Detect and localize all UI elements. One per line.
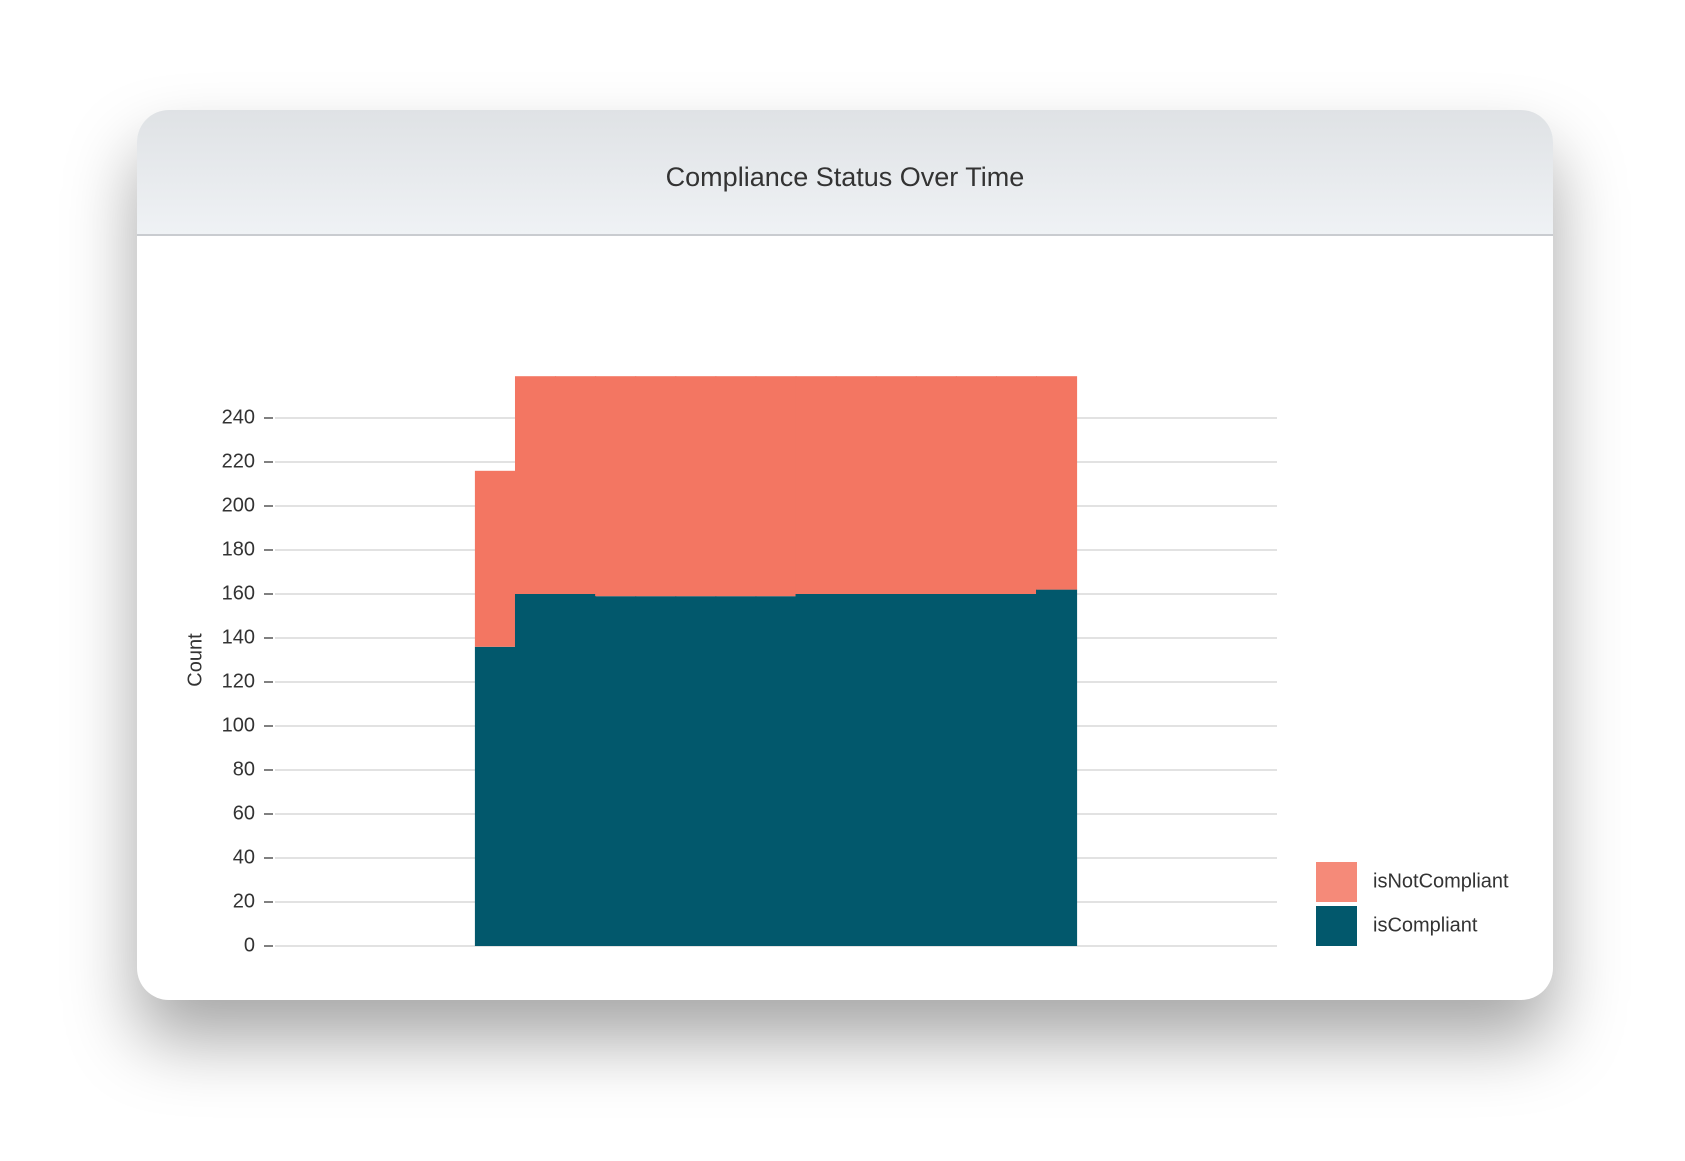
area-step [1036,589,1078,946]
y-tick-label: 120 [222,670,255,692]
y-tick-label: 60 [233,802,255,824]
y-tick-label: 160 [222,582,255,604]
y-tick-label: 80 [233,758,255,780]
chart-title: Compliance Status Over Time [665,162,1025,192]
y-axis-label: Count [184,633,206,687]
y-tick-label: 100 [222,714,255,736]
area-step [474,646,516,946]
area-step [635,376,677,597]
area-step [835,594,877,946]
area-step [595,596,637,946]
area-step [715,376,757,597]
area-step [675,376,717,597]
area-step [995,594,1038,946]
area-step [755,376,797,597]
area-step [795,376,837,594]
y-tick-label: 200 [222,494,255,516]
area-step [875,376,917,594]
legend-label: isCompliant [1373,914,1478,936]
area-step [474,470,516,647]
y-tick-label: 240 [222,406,255,428]
area-step [514,594,557,946]
area-step [955,594,997,946]
area-step [595,376,637,597]
area-step [675,596,717,946]
area-step [555,376,597,594]
y-tick-label: 40 [233,846,255,868]
area-step [875,594,917,946]
area-step [995,376,1038,594]
area-step [1036,376,1078,590]
area-step [915,594,957,946]
area-step [555,594,597,946]
area-step [915,376,957,594]
y-tick-label: 140 [222,626,255,648]
area-step [715,596,757,946]
y-tick-label: 220 [222,450,255,472]
area-step [795,594,837,946]
legend-swatch [1316,906,1357,946]
legend-swatch [1316,862,1357,902]
area-step [835,376,877,594]
card-header: Compliance Status Over Time [137,110,1553,236]
area-step [514,376,557,594]
y-tick-label: 20 [233,890,255,912]
area-step [755,596,797,946]
y-tick-label: 0 [244,934,255,956]
y-tick-label: 180 [222,538,255,560]
legend-label: isNotCompliant [1373,870,1509,892]
area-step [955,376,997,594]
area-step [635,596,677,946]
